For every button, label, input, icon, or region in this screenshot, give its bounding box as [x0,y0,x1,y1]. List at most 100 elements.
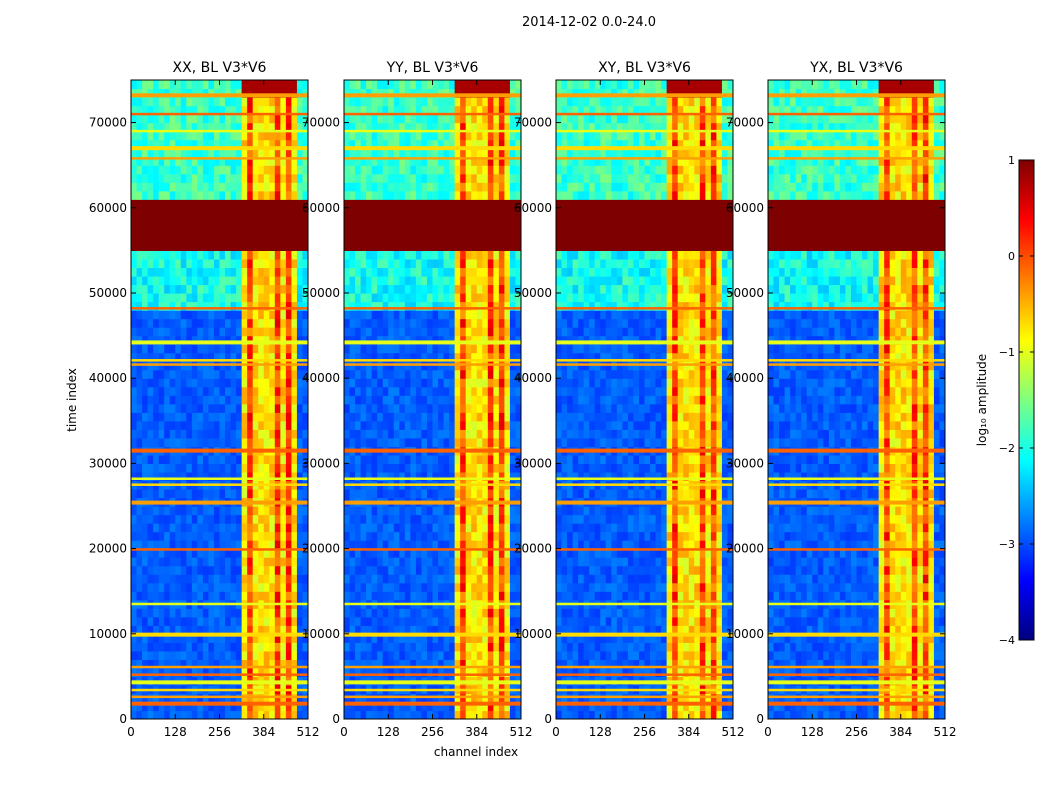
heatmap-cell [438,105,445,115]
heatmap-cell [498,659,506,669]
heatmap-cell [360,139,367,149]
heatmap-cell [443,378,450,388]
heatmap-cell [465,148,472,158]
heatmap-cell [291,710,298,719]
heatmap-cell [371,454,378,464]
heatmap-cell [476,667,483,677]
heatmap-cell [487,386,494,396]
heatmap-cell [247,616,254,626]
heatmap-cell [291,139,298,149]
heatmap-cell [269,506,276,516]
heatmap-cell [360,659,367,669]
heatmap-cell [263,403,270,413]
heatmap-cell [131,531,138,541]
heatmap-cell [421,454,428,464]
heatmap-cell [421,420,428,430]
heatmap-cell [280,122,287,132]
heatmap-cell [509,267,517,277]
heatmap-cell [208,131,215,141]
heatmap-cell [197,148,204,158]
heatmap-cell [158,88,165,98]
heatmap-cell [360,284,367,294]
heatmap-cell [296,591,304,601]
heatmap-cell [344,667,351,677]
heatmap-cell [404,80,411,90]
heatmap-cell [164,284,171,294]
heatmap-cell [131,701,138,712]
heatmap-cell [404,659,411,669]
heatmap-cell [504,80,511,90]
heatmap-cell [153,122,160,132]
heatmap-cell [460,437,467,447]
heatmap-cell [410,642,417,652]
heatmap-cell [487,165,494,175]
heatmap-cell [147,327,154,337]
heatmap-cell [421,250,428,260]
heatmap-cell [263,616,270,626]
heatmap-cell [274,395,281,405]
heatmap-cell [471,616,478,626]
heatmap-cell [449,190,456,200]
heatmap-cell [410,454,417,464]
heatmap-cell [230,608,237,618]
heatmap-cell [449,293,456,303]
y-tick-label: 40000 [302,371,340,385]
heatmap-cell [153,463,160,473]
heatmap-cell [421,633,428,643]
heatmap-cell [344,650,351,660]
heatmap-cell [302,659,308,669]
heatmap-cell [158,165,165,175]
heatmap-cell [158,403,165,413]
heatmap-cell [197,710,204,719]
heatmap-cell [454,531,461,541]
heatmap-cell [280,506,287,516]
heatmap-panel: XX, BL V3*V60 128 256 384 512010000200003000… [89,60,320,739]
heatmap-cell [213,156,221,166]
heatmap-cell [454,659,461,669]
heatmap-cell [191,608,198,618]
heatmap-cell [263,642,270,652]
heatmap-cell [504,310,511,320]
heatmap-cell [186,275,193,286]
heatmap-cell [504,122,511,132]
heatmap-cell [349,293,356,303]
heatmap-cell [476,574,483,584]
heatmap-cell [515,625,521,635]
heatmap-cell [371,122,378,132]
heatmap-cell [208,386,215,396]
heatmap-cell [252,582,259,592]
heatmap-cell [426,488,434,499]
heatmap-cell [471,565,478,575]
heatmap-cell [213,701,221,712]
heatmap-cell [280,284,287,294]
heatmap-cell [432,327,439,337]
heatmap-cell [236,97,243,107]
heatmap-cell [230,412,237,422]
heatmap-cell [153,173,160,183]
heatmap-cell [498,574,506,584]
heatmap-cell [136,327,143,337]
heatmap-cell [258,514,265,524]
heatmap-cell [371,165,378,175]
heatmap-cell [236,557,243,567]
heatmap-cell [131,642,138,652]
heatmap-cell [377,148,384,158]
heatmap-cell [258,633,265,643]
heatmap-cell [399,463,406,473]
heatmap-cell [493,190,500,200]
heatmap-cell [197,429,204,439]
heatmap-cell [355,454,362,464]
heatmap-cell [399,369,406,379]
heatmap-cell [191,105,198,115]
heatmap-cell [252,97,259,107]
heatmap-cell [158,386,165,396]
heatmap-cell [219,412,226,422]
heatmap-cell [142,642,149,652]
heatmap-cell [415,352,423,362]
heatmap-cell [263,506,270,516]
heatmap-cell [285,574,293,584]
heatmap-cell [236,412,243,422]
heatmap-cell [296,293,304,303]
heatmap-cell [191,506,198,516]
heatmap-cell [377,540,384,550]
